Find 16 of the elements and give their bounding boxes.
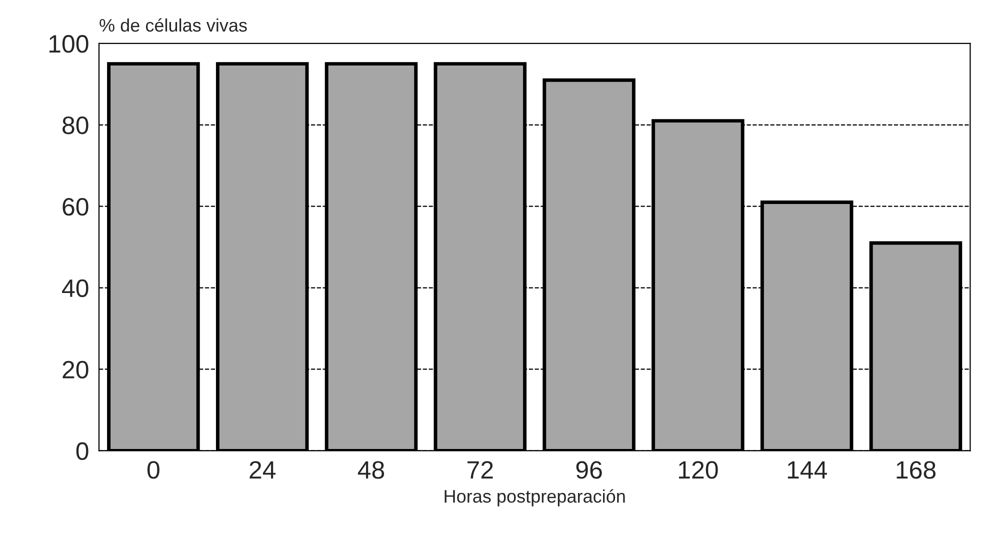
x-tick-label: 120 [679, 461, 718, 479]
x-tick-label: 96 [576, 461, 602, 479]
x-tick-label: 24 [250, 461, 276, 479]
y-tick-label: 80 [62, 116, 88, 134]
x-tick-label: 72 [468, 461, 493, 479]
x-tick-label: 48 [358, 461, 384, 479]
y-axis-title: % de células vivas [100, 18, 247, 32]
y-tick-label: 20 [62, 360, 88, 379]
x-axis-title: Horas postpreparación [444, 489, 625, 506]
x-tick-label: 0 [147, 461, 160, 479]
y-tick-label: 40 [62, 279, 88, 298]
y-tick-label: 100 [49, 35, 88, 53]
y-tick-label: 60 [62, 198, 88, 216]
x-tick-label: 168 [896, 461, 936, 479]
x-tick-label: 144 [788, 461, 827, 479]
y-tick-label: 0 [76, 442, 88, 460]
